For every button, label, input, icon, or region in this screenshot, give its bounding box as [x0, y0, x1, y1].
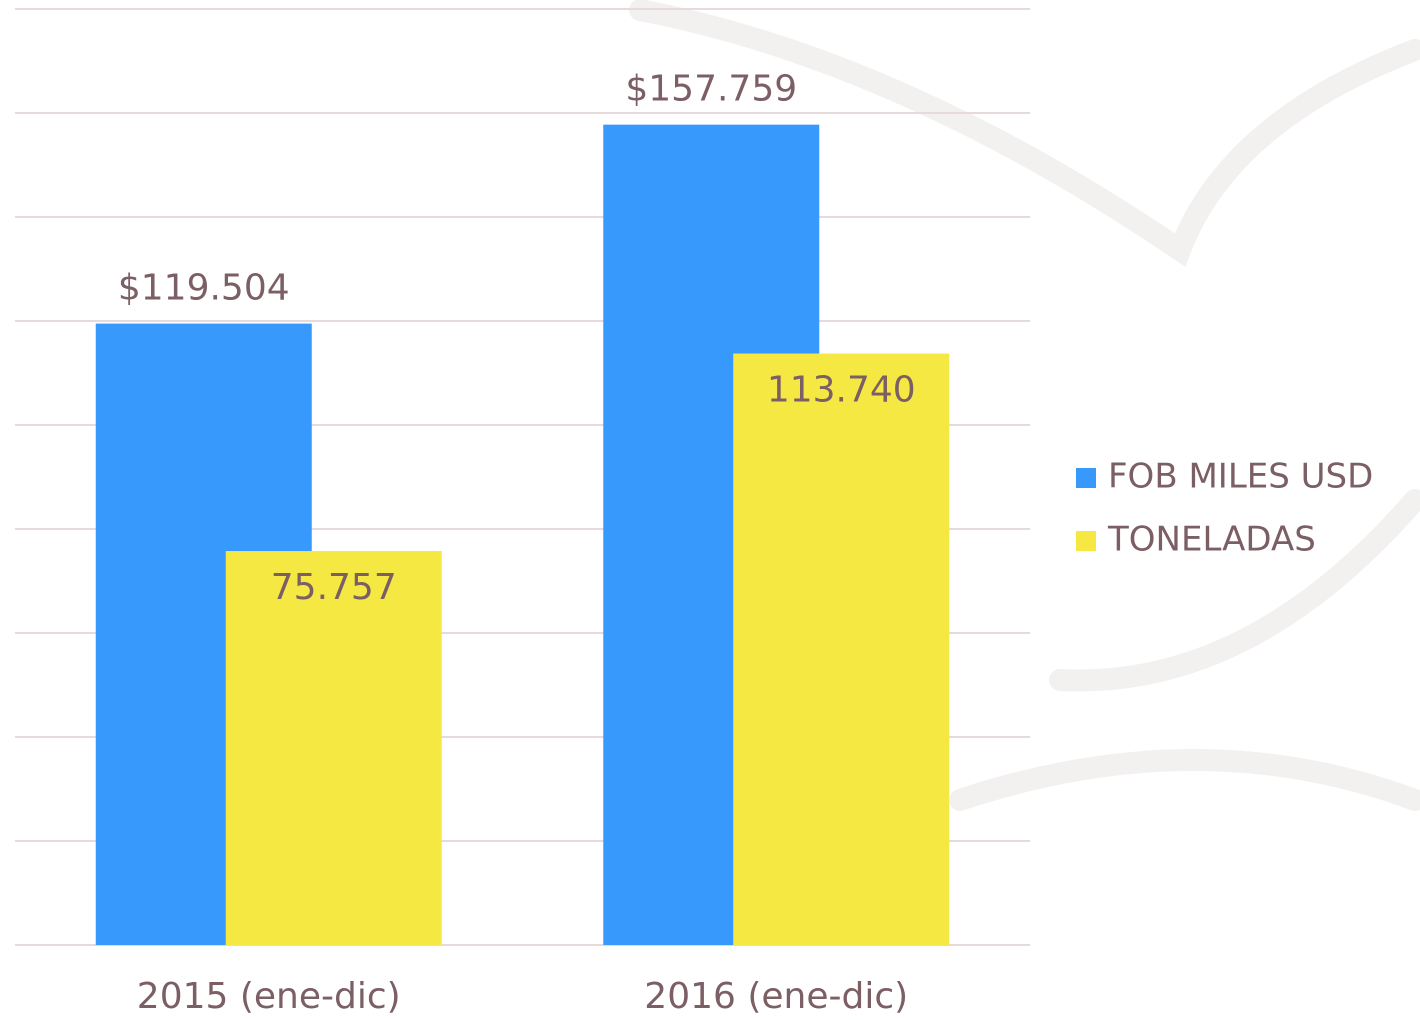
bar	[226, 551, 442, 945]
data-label: 75.757	[271, 567, 397, 608]
legend-label: FOB MILES USD	[1108, 457, 1373, 497]
legend-swatch	[1076, 468, 1096, 488]
chart: 2015 (ene-dic) 2016 (ene-dic) $119.504 $157…	[0, 0, 1420, 1020]
data-label: $157.759	[625, 69, 797, 110]
x-tick-label: 2015 (ene-dic)	[137, 976, 401, 1017]
data-label: $119.504	[118, 268, 290, 309]
watermark-curve	[960, 760, 1415, 800]
legend-swatch	[1076, 531, 1096, 551]
legend-label: TONELADAS	[1107, 520, 1316, 560]
bar	[733, 354, 949, 945]
x-tick-label: 2016 (ene-dic)	[644, 976, 908, 1017]
page: {"chart_data": {"type": "bar", "categori…	[0, 0, 1420, 1020]
data-label: 113.740	[767, 370, 916, 411]
